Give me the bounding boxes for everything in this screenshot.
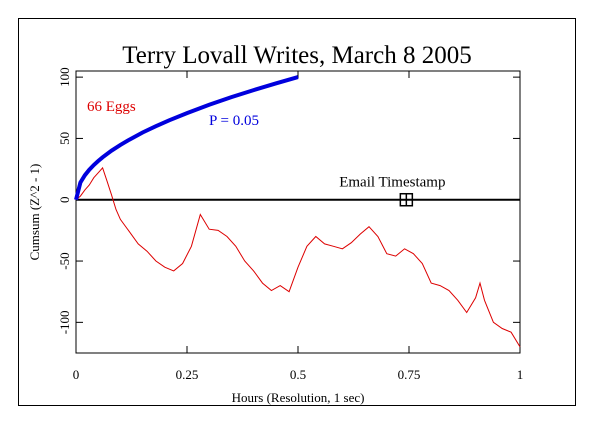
plot-area — [75, 70, 521, 354]
y-tick-label: 100 — [57, 67, 72, 87]
x-tick-label: 0.5 — [290, 367, 306, 382]
x-tick-label: 0.75 — [398, 367, 421, 382]
chart-svg: Terry Lovall Writes, March 8 2005 -100 -5… — [27, 42, 524, 405]
series-line-p005 — [74, 75, 299, 201]
y-tick-label: 50 — [57, 132, 72, 145]
timestamp-marker-icon — [399, 192, 414, 207]
y-tick-label: 0 — [57, 196, 72, 203]
x-axis-label: Hours (Resolution, 1 sec) — [232, 390, 365, 405]
annotation-p-value: P = 0.05 — [209, 113, 259, 129]
y-tick-label: -100 — [57, 310, 72, 334]
x-tick-label: 1 — [517, 367, 524, 382]
y-axis-label: Cumsum (Z^2 - 1) — [27, 164, 42, 261]
chart-title: Terry Lovall Writes, March 8 2005 — [122, 42, 471, 69]
annotation-66-eggs: 66 Eggs — [87, 99, 136, 115]
x-axis: 0 0.25 0.5 0.75 1 — [73, 71, 524, 382]
y-axis: -100 -50 0 50 100 — [57, 67, 520, 334]
chart-frame: Terry Lovall Writes, March 8 2005 -100 -5… — [18, 18, 576, 406]
series-line-66-eggs — [75, 166, 521, 348]
x-tick-label: 0.25 — [176, 367, 199, 382]
annotation-email-timestamp: Email Timestamp — [339, 175, 445, 191]
x-tick-label: 0 — [73, 367, 80, 382]
y-tick-label: -50 — [57, 252, 72, 269]
